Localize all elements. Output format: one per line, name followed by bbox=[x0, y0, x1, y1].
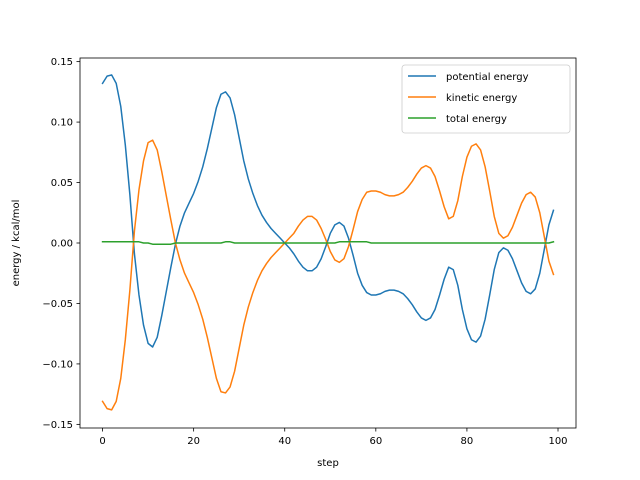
y-tick-label: −0.05 bbox=[42, 299, 73, 310]
legend-label-potential-energy: potential energy bbox=[446, 72, 529, 83]
y-axis-ticks: −0.15 −0.10 −0.05 0.00 0.05 0.10 0.15 bbox=[42, 57, 80, 431]
x-axis-ticks: 0 20 40 60 80 100 bbox=[99, 428, 568, 447]
legend-label-kinetic-energy: kinetic energy bbox=[446, 93, 517, 104]
x-axis-label: step bbox=[317, 458, 339, 469]
series-line-potential-energy bbox=[101, 74, 555, 348]
y-tick-label: −0.15 bbox=[42, 420, 73, 431]
y-tick-label: 0.00 bbox=[51, 239, 73, 250]
y-tick-label: −0.10 bbox=[42, 359, 73, 370]
x-tick-label: 60 bbox=[369, 436, 382, 447]
legend-label-total-energy: total energy bbox=[446, 114, 507, 125]
y-tick-label: 0.10 bbox=[51, 118, 73, 129]
series-line-kinetic-energy bbox=[101, 139, 555, 411]
y-tick-label: 0.05 bbox=[51, 178, 73, 189]
legend-box bbox=[401, 64, 571, 134]
legend: potential energy kinetic energy total en… bbox=[401, 64, 571, 134]
y-tick-label: 0.15 bbox=[51, 57, 73, 68]
x-tick-label: 20 bbox=[187, 436, 200, 447]
y-axis-label: energy / kcal/mol bbox=[11, 200, 22, 287]
x-tick-label: 40 bbox=[278, 436, 291, 447]
x-tick-label: 80 bbox=[461, 436, 474, 447]
x-tick-label: 100 bbox=[548, 436, 567, 447]
plot-series bbox=[101, 74, 555, 411]
x-tick-label: 0 bbox=[99, 436, 105, 447]
series-line-total-energy bbox=[101, 240, 555, 245]
